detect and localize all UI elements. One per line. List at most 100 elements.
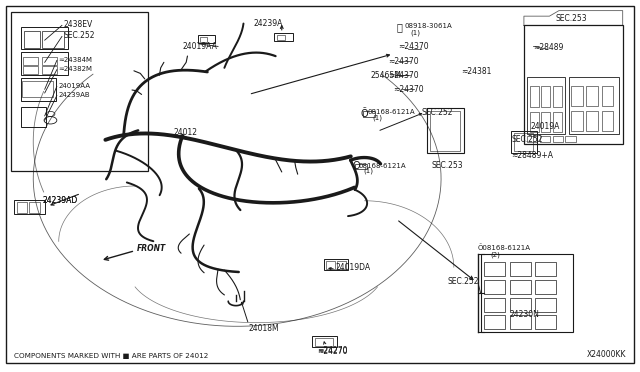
Bar <box>14 201 45 214</box>
Text: 24239AD: 24239AD <box>43 196 78 205</box>
Bar <box>586 86 598 106</box>
Bar <box>568 77 620 134</box>
Text: SEC.252: SEC.252 <box>447 278 479 286</box>
Bar <box>541 112 550 132</box>
Bar <box>536 262 556 276</box>
Bar <box>42 57 58 64</box>
Text: 24019AA: 24019AA <box>183 42 218 51</box>
Text: (1): (1) <box>364 168 373 174</box>
Text: 24239AB: 24239AB <box>59 92 90 98</box>
Text: 24012: 24012 <box>173 128 197 137</box>
Text: X24000KK: X24000KK <box>586 350 626 359</box>
Text: ≂24370: ≂24370 <box>397 42 428 51</box>
Bar <box>552 112 561 132</box>
Bar <box>527 77 565 134</box>
Bar <box>510 298 531 311</box>
Bar <box>530 86 539 107</box>
Text: ≂24270: ≂24270 <box>317 346 348 355</box>
Bar <box>337 261 346 269</box>
Bar <box>481 254 573 332</box>
Bar <box>20 78 56 101</box>
Bar <box>586 111 598 131</box>
Bar <box>427 109 464 153</box>
Text: 24018M: 24018M <box>248 324 279 333</box>
Text: 08918-3061A: 08918-3061A <box>404 23 452 29</box>
Bar <box>510 262 531 276</box>
Text: 24019A: 24019A <box>531 122 559 131</box>
Text: 24019AA: 24019AA <box>59 83 91 89</box>
Text: SEC.253: SEC.253 <box>556 13 588 22</box>
Bar <box>274 33 293 41</box>
Bar <box>277 35 285 40</box>
Text: SEC.252: SEC.252 <box>422 108 454 117</box>
Text: Ⓝ: Ⓝ <box>396 22 403 32</box>
Text: 08168-6121A: 08168-6121A <box>368 109 415 115</box>
Bar <box>536 280 556 294</box>
Bar <box>571 86 582 106</box>
Bar <box>23 66 38 74</box>
Bar <box>355 164 367 169</box>
Text: 24239A: 24239A <box>253 19 282 28</box>
Bar <box>536 315 556 329</box>
Bar <box>565 136 575 142</box>
Text: ≂24370: ≂24370 <box>394 85 424 94</box>
Bar <box>20 107 46 127</box>
Text: (1): (1) <box>372 115 382 121</box>
Bar <box>24 31 40 48</box>
Bar <box>20 52 68 75</box>
Bar <box>198 35 216 43</box>
Bar <box>552 86 561 107</box>
Text: Õ: Õ <box>361 109 369 119</box>
Bar <box>22 81 53 97</box>
Bar <box>552 136 563 142</box>
Text: 25465M: 25465M <box>371 71 402 80</box>
Bar <box>29 202 40 212</box>
Text: 24239AD: 24239AD <box>43 196 78 205</box>
Bar <box>429 111 460 151</box>
Bar <box>514 133 533 151</box>
Bar <box>484 280 506 294</box>
Bar <box>527 136 538 142</box>
Bar <box>541 86 550 107</box>
Bar <box>42 31 64 48</box>
Bar <box>200 37 207 42</box>
Bar <box>536 298 556 311</box>
Text: FRONT: FRONT <box>136 244 166 253</box>
Text: 08168-6121A: 08168-6121A <box>358 163 406 169</box>
Text: ≂24270: ≂24270 <box>317 347 348 356</box>
Bar <box>602 86 613 106</box>
Bar <box>540 136 550 142</box>
Text: SEC.253: SEC.253 <box>431 161 463 170</box>
Text: ≂24370: ≂24370 <box>388 57 419 66</box>
Bar <box>315 338 333 346</box>
Text: ≂24370: ≂24370 <box>388 71 419 80</box>
Text: 24019DA: 24019DA <box>336 263 371 272</box>
Bar <box>11 13 148 171</box>
Text: ≂24382M: ≂24382M <box>59 66 93 72</box>
Bar <box>324 259 348 270</box>
Bar <box>524 25 623 144</box>
Text: 2438EV: 2438EV <box>64 20 93 29</box>
Bar <box>602 111 613 131</box>
Text: SEC.252: SEC.252 <box>64 31 95 40</box>
Bar <box>530 112 539 132</box>
Bar <box>364 111 375 116</box>
Bar <box>511 131 537 153</box>
Text: (1): (1) <box>410 29 420 36</box>
Text: COMPONENTS MARKED WITH ■ ARE PARTS OF 24012: COMPONENTS MARKED WITH ■ ARE PARTS OF 24… <box>14 353 209 359</box>
Bar <box>510 280 531 294</box>
Text: ≂24381: ≂24381 <box>461 67 492 76</box>
Text: ≂28489: ≂28489 <box>534 43 564 52</box>
Bar <box>42 66 58 74</box>
Text: (2): (2) <box>491 251 500 257</box>
Text: ≂24384M: ≂24384M <box>59 57 93 63</box>
Bar <box>312 336 337 347</box>
Bar <box>17 202 27 212</box>
Text: Õ08168-6121A: Õ08168-6121A <box>478 245 531 251</box>
Bar <box>510 315 531 329</box>
Text: Õ: Õ <box>353 161 360 171</box>
Bar <box>326 261 335 269</box>
Bar <box>571 111 582 131</box>
Bar <box>484 298 506 311</box>
Bar <box>484 262 506 276</box>
